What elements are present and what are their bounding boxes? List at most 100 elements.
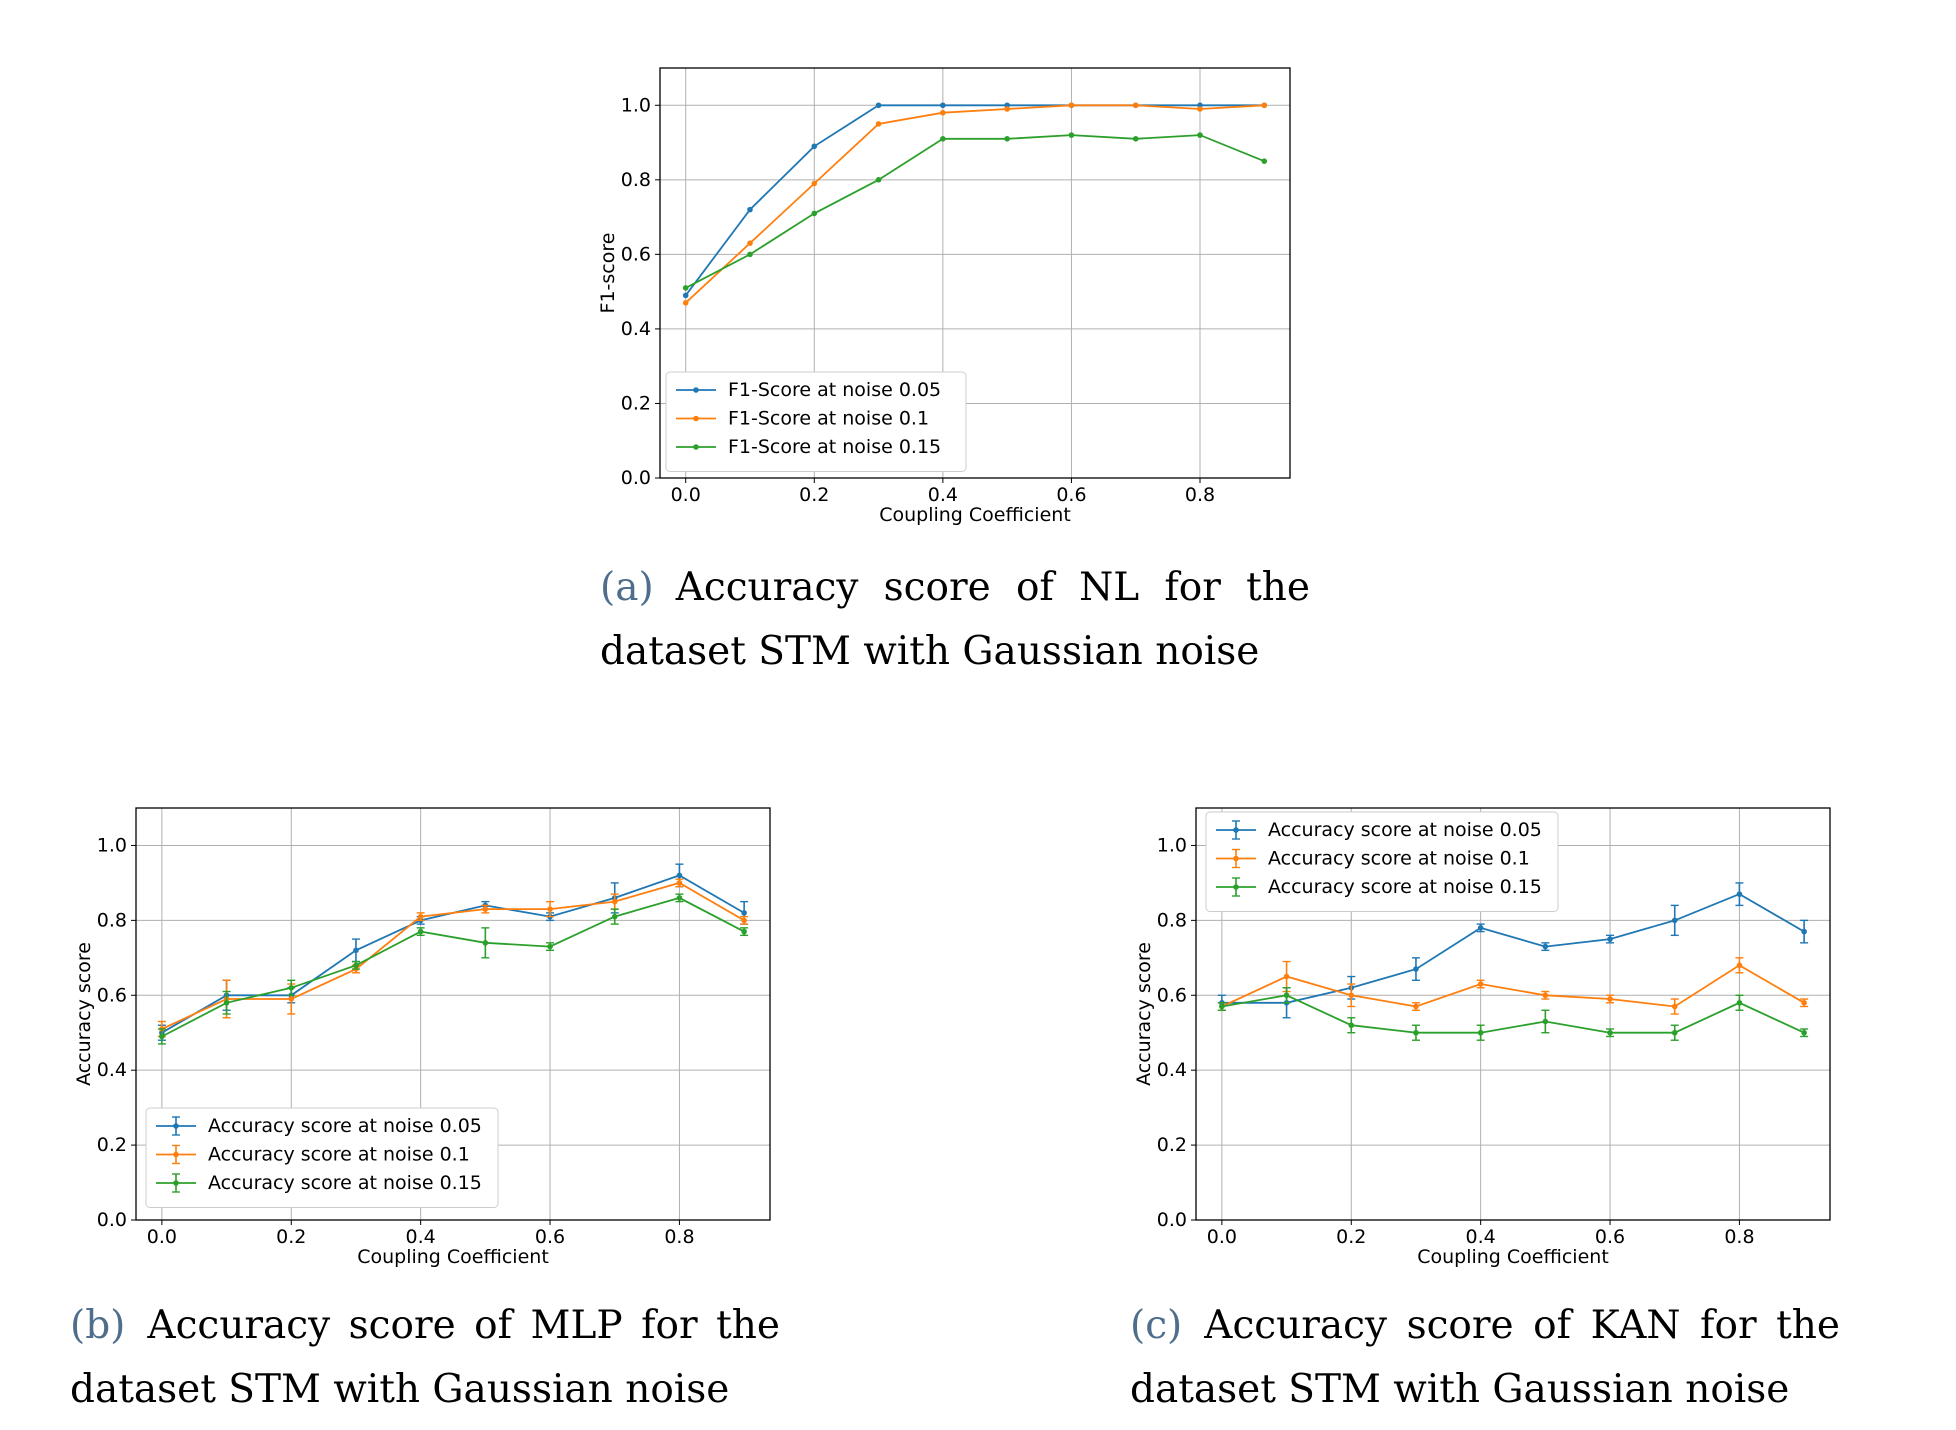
y-tick-label: 0.6	[621, 243, 651, 265]
data-point	[1283, 992, 1290, 999]
y-tick-label: 1.0	[621, 94, 651, 116]
axes-frame	[135, 807, 771, 1221]
data-point	[417, 928, 424, 935]
data-point	[1261, 158, 1268, 164]
data-point	[811, 210, 818, 217]
series-3	[157, 893, 749, 1045]
x-tick-label: 0.0	[1207, 1226, 1237, 1248]
data-point	[1068, 132, 1075, 138]
series-line	[1221, 994, 1805, 1034]
legend-marker	[1233, 855, 1239, 862]
series-line	[684, 104, 1265, 296]
data-point	[1413, 1003, 1419, 1010]
data-point	[482, 940, 489, 946]
chart-c-kan-accuracy: 0.0 0.2 0.4 0.6 0.8 0.0 0.2 0.4 0.6 0.8 1.0 Couplin…	[1133, 807, 1831, 1268]
legend: F1-Score at noise 0.05 F1-Score at noise …	[665, 371, 967, 472]
y-tick-label: 0.0	[97, 1209, 127, 1231]
x-tick-label: 0.8	[1185, 484, 1215, 506]
data-point	[611, 913, 618, 920]
data-point	[1671, 1003, 1678, 1010]
x-tick-label: 0.4	[406, 1226, 436, 1248]
data-point	[1413, 1029, 1419, 1036]
data-point	[1542, 992, 1549, 999]
legend-marker	[173, 1151, 179, 1158]
data-point	[1068, 102, 1075, 109]
series-2	[682, 102, 1268, 306]
y-tick-label: 0.4	[97, 1059, 127, 1081]
series-3	[1217, 987, 1809, 1041]
data-point	[547, 906, 553, 912]
x-tick-label: 0.6	[1056, 484, 1086, 506]
legend-label: F1-Score at noise 0.1	[728, 408, 929, 430]
data-point	[676, 895, 683, 901]
y-tick-label: 0.8	[97, 909, 127, 931]
x-tick-label: 0.2	[1336, 1226, 1366, 1248]
data-point	[1132, 136, 1139, 142]
y-axis-label: Accuracy score	[1133, 942, 1155, 1086]
data-point	[1607, 936, 1613, 942]
caption-a: (a) Accuracy score of NL for the dataset …	[600, 556, 1310, 684]
y-tick-label: 0.0	[1157, 1209, 1187, 1231]
data-point	[682, 292, 689, 299]
caption-c-letter: (c)	[1130, 1303, 1183, 1348]
axes-frame	[659, 67, 1291, 479]
x-tick-label: 0.2	[276, 1226, 306, 1248]
series-1	[682, 102, 1268, 299]
chart-b-mlp-accuracy: 0.0 0.2 0.4 0.6 0.8 0.0 0.2 0.4 0.6 0.8 1.0 Couplin…	[73, 807, 771, 1268]
data-point	[682, 285, 689, 291]
data-point	[1261, 102, 1268, 109]
chart-a-nl-f1: 0.0 0.2 0.4 0.6 0.8 0.0 0.2 0.4 0.6 0.8 1.0 Couplin…	[597, 67, 1291, 526]
legend-marker	[693, 387, 699, 393]
x-axis-label: Coupling Coefficient	[357, 1246, 549, 1268]
data-point	[1132, 102, 1139, 109]
legend-label: Accuracy score at noise 0.1	[1268, 848, 1530, 870]
caption-b-line2: dataset STM with Gaussian noise	[70, 1367, 730, 1412]
data-point	[1736, 891, 1743, 897]
series-2	[1217, 957, 1809, 1015]
data-point	[1004, 136, 1010, 142]
data-point	[1219, 1003, 1225, 1010]
data-point	[875, 102, 882, 109]
legend-marker	[693, 415, 699, 422]
series-line	[685, 134, 1265, 289]
caption-a-letter: (a)	[600, 565, 654, 610]
legend-label: F1-Score at noise 0.15	[728, 436, 941, 458]
x-tick-label: 0.4	[928, 484, 958, 506]
series-line	[161, 874, 745, 1034]
data-point	[747, 206, 753, 213]
series-line	[161, 896, 745, 1038]
data-point	[1348, 992, 1355, 999]
y-tick-label: 0.6	[1157, 984, 1187, 1006]
data-point	[1004, 106, 1010, 112]
legend-marker	[1233, 884, 1239, 890]
series-line	[1221, 964, 1805, 1008]
data-point	[1671, 1029, 1678, 1036]
data-point	[940, 136, 946, 142]
data-point	[482, 906, 489, 912]
legend-marker	[173, 1123, 179, 1129]
caption-b-line1: Accuracy score of MLP for the	[147, 1303, 780, 1348]
legend: Accuracy score at noise 0.05 Accuracy sco…	[1205, 811, 1559, 912]
legend-label: Accuracy score at noise 0.05	[1268, 819, 1542, 841]
x-axis-label: Coupling Coefficient	[879, 504, 1071, 526]
legend-box	[145, 1107, 499, 1208]
legend-label: Accuracy score at noise 0.05	[208, 1115, 482, 1137]
data-point	[1283, 973, 1290, 980]
data-point	[1736, 962, 1743, 969]
y-tick-label: 0.4	[1157, 1059, 1187, 1081]
legend: Accuracy score at noise 0.05 Accuracy sco…	[145, 1107, 499, 1208]
y-tick-label: 0.0	[621, 467, 651, 489]
legend-label: F1-Score at noise 0.05	[728, 379, 941, 401]
data-point	[417, 913, 424, 920]
data-point	[682, 300, 689, 306]
y-axis-label: F1-score	[597, 233, 619, 314]
data-point	[1801, 1029, 1807, 1036]
data-point	[1348, 1022, 1355, 1029]
x-tick-label: 0.4	[1466, 1226, 1496, 1248]
caption-c-line1: Accuracy score of KAN for the	[1204, 1303, 1840, 1348]
data-point	[547, 943, 553, 950]
data-point	[1801, 928, 1807, 935]
ticks: 0.0 0.2 0.4 0.6 0.8 0.0 0.2 0.4 0.6 0.8 1.0	[97, 834, 695, 1248]
data-point	[353, 947, 359, 954]
y-tick-label: 0.4	[621, 318, 651, 340]
